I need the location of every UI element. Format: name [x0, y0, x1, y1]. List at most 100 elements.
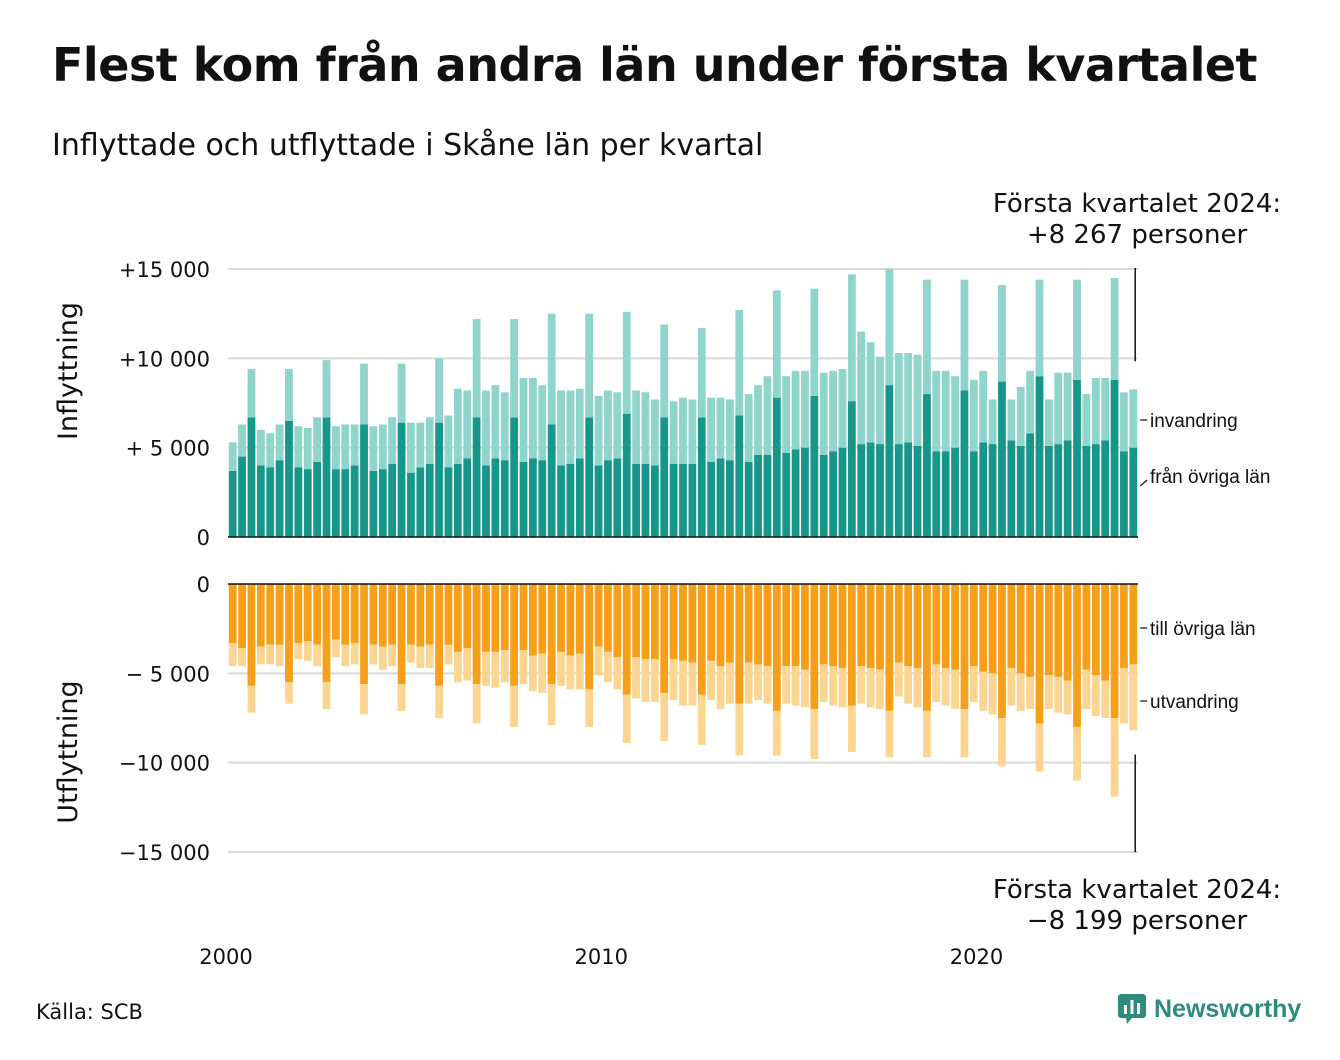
bar-outflow-emigration	[913, 667, 922, 708]
bar-inflow-domestic	[378, 469, 387, 537]
bar-outflow-domestic	[407, 584, 415, 645]
bar-outflow-emigration	[407, 644, 415, 663]
bar-outflow-domestic	[1035, 584, 1044, 724]
bar-inflow-immigration	[960, 279, 969, 391]
bar-inflow-domestic	[397, 422, 406, 537]
series-label: från övriga län	[1150, 467, 1270, 488]
bar-outflow-emigration	[1035, 723, 1044, 772]
bar-outflow-emigration	[641, 659, 650, 702]
bar-inflow-domestic	[425, 463, 434, 537]
bar-inflow-immigration	[932, 370, 941, 452]
bar-outflow-emigration	[1007, 667, 1016, 706]
bar-outflow-domestic	[519, 584, 528, 651]
bar-inflow-domestic	[650, 465, 659, 537]
bar-outflow-emigration	[866, 667, 875, 708]
bar-outflow-domestic	[604, 584, 612, 652]
bar-outflow-emigration	[444, 644, 453, 665]
bar-inflow-domestic	[801, 447, 809, 537]
bar-outflow-emigration	[575, 653, 584, 690]
bar-inflow-domestic	[819, 454, 828, 537]
bar-inflow-domestic	[998, 381, 1006, 537]
bar-outflow-emigration	[322, 682, 331, 710]
bar-inflow-domestic	[435, 422, 443, 537]
bar-outflow-domestic	[782, 584, 791, 667]
bar-inflow-domestic	[1035, 376, 1044, 537]
bar-outflow-emigration	[960, 709, 969, 758]
bar-inflow-immigration	[735, 310, 744, 416]
bar-inflow-immigration	[416, 422, 425, 468]
bar-inflow-domestic	[782, 453, 791, 537]
bar-outflow-domestic	[463, 584, 472, 649]
bar-inflow-domestic	[726, 460, 734, 537]
bar-inflow-domestic	[885, 385, 894, 537]
bar-outflow-domestic	[482, 584, 490, 652]
bar-inflow-immigration	[256, 429, 265, 466]
bar-inflow-domestic	[932, 451, 941, 537]
bar-outflow-emigration	[510, 685, 519, 727]
bar-inflow-domestic	[1044, 445, 1053, 537]
bar-inflow-immigration	[482, 390, 490, 466]
bar-outflow-emigration	[688, 662, 697, 706]
bar-inflow-immigration	[1016, 386, 1025, 446]
bar-inflow-immigration	[228, 442, 237, 471]
bar-inflow-immigration	[369, 426, 378, 471]
bar-inflow-domestic	[238, 456, 246, 537]
bar-outflow-domestic	[500, 584, 509, 651]
bar-outflow-emigration	[847, 705, 856, 752]
bar-inflow-domestic	[350, 465, 359, 537]
bar-outflow-emigration	[894, 662, 903, 697]
bar-outflow-emigration	[988, 673, 997, 715]
bar-outflow-emigration	[435, 685, 443, 718]
bar-outflow-domestic	[1026, 584, 1035, 677]
bar-outflow-emigration	[1120, 667, 1128, 724]
bar-outflow-domestic	[350, 584, 359, 643]
bar-inflow-immigration	[772, 290, 781, 398]
bar-inflow-domestic	[866, 442, 875, 537]
bar-inflow-immigration	[819, 372, 828, 455]
series-label: utvandring	[1150, 692, 1239, 713]
bar-outflow-emigration	[669, 659, 678, 701]
bar-outflow-emigration	[350, 642, 359, 665]
x-tick-label: 2010	[575, 945, 628, 969]
bar-inflow-immigration	[613, 392, 622, 459]
bar-inflow-domestic	[660, 417, 669, 537]
bar-inflow-immigration	[491, 385, 500, 459]
bar-outflow-emigration	[754, 664, 762, 701]
bar-inflow-domestic	[1091, 444, 1100, 537]
bar-inflow-domestic	[754, 454, 762, 537]
bars	[228, 269, 1138, 797]
bar-inflow-immigration	[388, 417, 397, 464]
bar-outflow-emigration	[529, 655, 537, 692]
bar-inflow-domestic	[679, 463, 687, 537]
bar-inflow-immigration	[847, 274, 856, 402]
bar-outflow-domestic	[632, 584, 640, 658]
bar-outflow-emigration	[491, 651, 500, 688]
bar-inflow-immigration	[697, 327, 706, 418]
bar-inflow-immigration	[1091, 377, 1100, 445]
bar-inflow-domestic	[763, 454, 772, 537]
bar-outflow-emigration	[707, 660, 716, 701]
bar-outflow-domestic	[622, 584, 631, 695]
bar-outflow-domestic	[303, 584, 312, 642]
bar-outflow-domestic	[744, 584, 753, 663]
bar-inflow-immigration	[575, 388, 584, 459]
bar-inflow-immigration	[791, 370, 800, 450]
bar-outflow-emigration	[726, 662, 734, 704]
bar-inflow-immigration	[1110, 277, 1119, 380]
bar-inflow-immigration	[969, 379, 978, 452]
bar-outflow-emigration	[275, 644, 284, 667]
bar-inflow-immigration	[1101, 377, 1110, 441]
bar-outflow-emigration	[1110, 718, 1119, 797]
bar-inflow-domestic	[510, 417, 519, 537]
bar-inflow-immigration	[866, 342, 875, 443]
bar-outflow-emigration	[294, 642, 303, 660]
bar-outflow-domestic	[838, 584, 847, 668]
bar-inflow-domestic	[791, 449, 800, 537]
y-tick-label: 0	[197, 573, 210, 597]
page-title: Flest kom från andra län under första kv…	[52, 38, 1258, 92]
bar-inflow-immigration	[529, 377, 537, 459]
bar-outflow-emigration	[650, 659, 659, 702]
bar-inflow-domestic	[294, 467, 303, 537]
bar-inflow-immigration	[810, 288, 819, 396]
bar-outflow-domestic	[913, 584, 922, 668]
